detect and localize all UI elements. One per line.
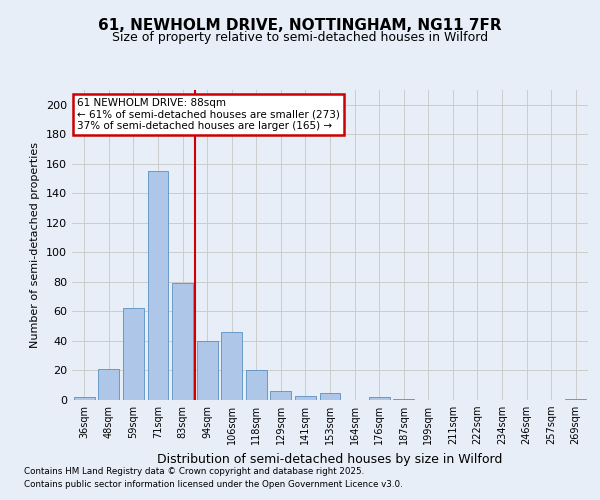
Text: Contains HM Land Registry data © Crown copyright and database right 2025.: Contains HM Land Registry data © Crown c… — [24, 467, 364, 476]
Bar — [295, 396, 316, 400]
Text: Size of property relative to semi-detached houses in Wilford: Size of property relative to semi-detach… — [112, 31, 488, 44]
Bar — [197, 341, 218, 400]
Y-axis label: Number of semi-detached properties: Number of semi-detached properties — [31, 142, 40, 348]
Bar — [221, 332, 242, 400]
Bar — [393, 398, 414, 400]
Bar — [565, 398, 586, 400]
Bar — [368, 397, 389, 400]
Bar — [123, 308, 144, 400]
Bar — [271, 391, 292, 400]
Bar — [98, 369, 119, 400]
Text: Contains public sector information licensed under the Open Government Licence v3: Contains public sector information licen… — [24, 480, 403, 489]
Bar — [148, 171, 169, 400]
Text: 61 NEWHOLM DRIVE: 88sqm
← 61% of semi-detached houses are smaller (273)
37% of s: 61 NEWHOLM DRIVE: 88sqm ← 61% of semi-de… — [77, 98, 340, 131]
X-axis label: Distribution of semi-detached houses by size in Wilford: Distribution of semi-detached houses by … — [157, 452, 503, 466]
Text: 61, NEWHOLM DRIVE, NOTTINGHAM, NG11 7FR: 61, NEWHOLM DRIVE, NOTTINGHAM, NG11 7FR — [98, 18, 502, 32]
Bar — [74, 397, 95, 400]
Bar — [172, 284, 193, 400]
Bar — [320, 392, 340, 400]
Bar — [246, 370, 267, 400]
